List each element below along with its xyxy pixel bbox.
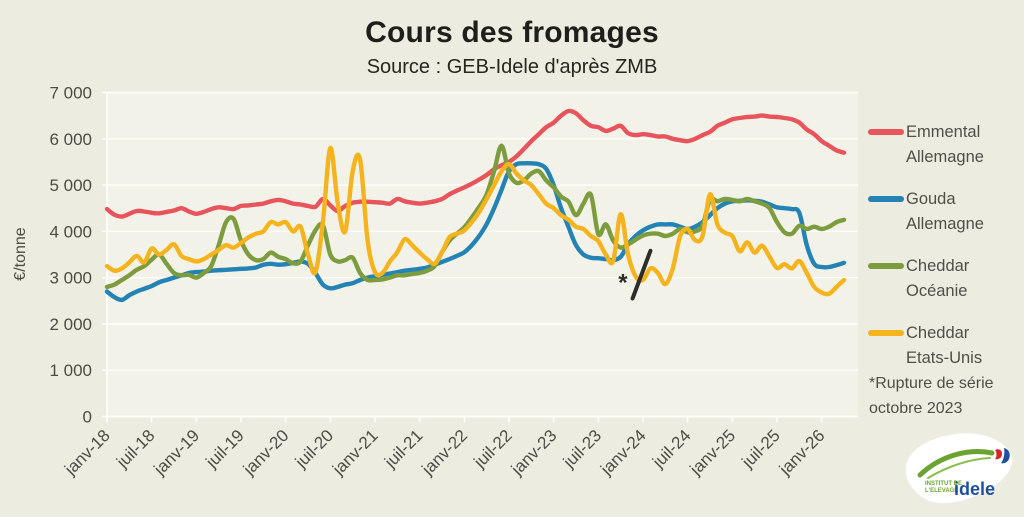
- logo-blue-mark: [1001, 448, 1010, 464]
- logo-red-mark: [995, 449, 1002, 460]
- line-cheddar-oc-anie: [104, 143, 847, 290]
- chart-legend: Emmental Allemagne Gouda Allemagne Cheddar Oc…: [868, 120, 1018, 388]
- legend-item-gouda-allemagne: Gouda Allemagne: [868, 187, 1018, 237]
- x-tick-label: janv-23: [507, 426, 561, 480]
- x-tick-label: janv-24: [596, 426, 650, 480]
- y-tick-label: 4 000: [49, 222, 92, 241]
- logo-text-institut: INSTITUT DE: [925, 481, 962, 487]
- legend-label: Cheddar Océanie: [906, 257, 970, 300]
- y-tick-label: 0: [83, 408, 92, 427]
- logo-text-elevage: L'ELEVAGE: [925, 488, 958, 494]
- chart-subtitle: Source : GEB-Idele d'après ZMB: [366, 56, 658, 78]
- y-axis-title: €/tonne: [12, 227, 29, 281]
- legend-swatch-gouda-allemagne: [868, 196, 904, 202]
- logo-leaf-swoosh-thin: [927, 457, 991, 479]
- legend-label: Emmental Allemagne: [906, 123, 984, 166]
- series-break-slash: [630, 248, 653, 301]
- x-tick-label: janv-18: [60, 426, 114, 480]
- y-tick-label: 2 000: [49, 315, 92, 334]
- line-emmental-allemagne: [104, 108, 847, 219]
- legend-label: Cheddar Etats-Unis: [906, 324, 983, 367]
- legend-swatch-cheddar-etats-unis: [868, 330, 904, 336]
- x-tick-label: janv-22: [418, 426, 472, 480]
- legend-swatch-cheddar-oc-anie: [868, 263, 904, 269]
- line-gouda-allemagne: [104, 161, 847, 303]
- x-tick-label: janv-26: [775, 426, 829, 480]
- series-break-star: *: [618, 269, 628, 296]
- y-tick-label: 7 000: [49, 84, 92, 103]
- y-tick-label: 1 000: [49, 361, 92, 380]
- x-tick-label: janv-21: [328, 426, 382, 480]
- line-cheddar-etats-unis: [104, 145, 847, 297]
- x-tick-label: janv-19: [150, 426, 204, 480]
- footnote-line-1: *Rupture de série: [869, 375, 994, 392]
- series-break-footnote: *Rupture de série octobre 2023: [869, 371, 1019, 421]
- plot-area: [107, 92, 858, 417]
- idele-logo: INSTITUT DE L'ELEVAGE idele: [898, 426, 1020, 512]
- x-tick-label: janv-20: [239, 426, 293, 480]
- footnote-line-2: octobre 2023: [869, 400, 963, 417]
- legend-item-cheddar-etats-unis: Cheddar Etats-Unis: [868, 321, 1018, 371]
- y-tick-label: 3 000: [49, 269, 92, 288]
- legend-label: Gouda Allemagne: [906, 190, 984, 233]
- logo-leaf-swoosh: [917, 449, 995, 478]
- y-tick-label: 6 000: [49, 130, 92, 149]
- legend-item-emmental-allemagne: Emmental Allemagne: [868, 120, 1018, 170]
- y-tick-label: 5 000: [49, 176, 92, 195]
- logo-text-idele: idele: [954, 479, 995, 499]
- legend-item-cheddar-oc-anie: Cheddar Océanie: [868, 254, 1018, 304]
- x-tick-label: janv-25: [686, 426, 740, 480]
- page-title: Cours des fromages: [365, 16, 659, 49]
- legend-swatch-emmental-allemagne: [868, 129, 904, 135]
